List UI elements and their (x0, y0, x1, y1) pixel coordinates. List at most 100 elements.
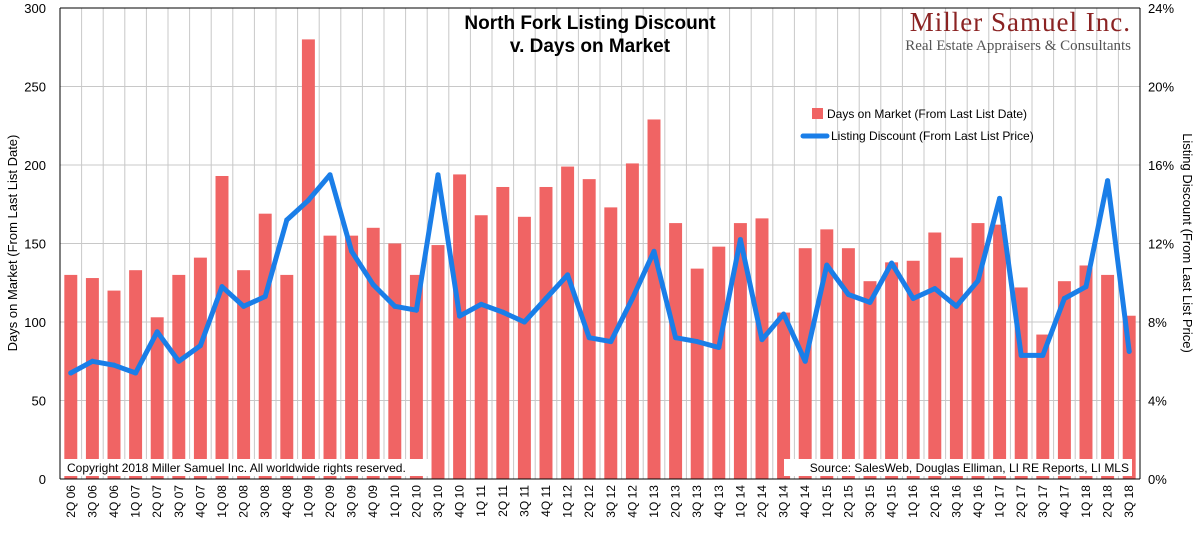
line-point (1083, 284, 1089, 290)
right-tick-label: 0% (1148, 472, 1167, 487)
line-point (392, 303, 398, 309)
line-point (284, 217, 290, 223)
x-tick-label: 2Q 06 (64, 485, 78, 518)
x-tick-label: 3Q 17 (1036, 485, 1050, 518)
right-tick-label: 4% (1148, 394, 1167, 409)
x-tick-label: 1Q 17 (993, 485, 1007, 518)
x-tick-label: 1Q 10 (388, 485, 402, 518)
line-point (197, 343, 203, 349)
bar (345, 235, 359, 479)
x-tick-label: 2Q 09 (323, 485, 337, 518)
line-point (759, 337, 765, 343)
line-point (500, 309, 506, 315)
line-point (586, 335, 592, 341)
x-tick-label: 4Q 17 (1057, 485, 1071, 518)
bar (323, 235, 337, 479)
line-point (111, 362, 117, 368)
line-point (521, 319, 527, 325)
legend-label-listing-discount: Listing Discount (From Last List Price) (831, 129, 1034, 143)
x-tick-label: 3Q 16 (949, 485, 963, 518)
bar (1057, 281, 1071, 479)
line-point (802, 358, 808, 364)
bar (863, 281, 877, 479)
line-point (1105, 178, 1111, 184)
x-tick-label: 1Q 08 (215, 485, 229, 518)
x-tick-label: 1Q 18 (1079, 485, 1093, 518)
bar (1122, 315, 1136, 479)
logo-name: Miller Samuel Inc. (910, 7, 1131, 37)
x-tick-label: 4Q 13 (712, 485, 726, 518)
right-axis-ticks: 0% 4% 8% 12% 16% 20% 24% (1148, 1, 1174, 487)
bar (561, 166, 575, 479)
bar (64, 274, 78, 479)
logo: Miller Samuel Inc. Real Estate Appraiser… (905, 7, 1131, 54)
bar (496, 186, 510, 480)
line-point (262, 293, 268, 299)
bar (107, 290, 121, 479)
copyright-note: Copyright 2018 Miller Samuel Inc. All wo… (64, 459, 431, 476)
x-tick-label: 3Q 08 (258, 485, 272, 518)
x-tick-label: 3Q 13 (690, 485, 704, 518)
line-point (997, 195, 1003, 201)
line-point (349, 248, 355, 254)
x-tick-label: 1Q 11 (474, 485, 488, 517)
line-point (953, 303, 959, 309)
x-tick-label: 1Q 12 (561, 485, 575, 518)
line-point (1126, 348, 1132, 354)
line-point (975, 278, 981, 284)
x-axis-ticks: 2Q 06 3Q 06 4Q 06 1Q 07 2Q 07 3Q 07 4Q 07 1Q 08… (64, 485, 1136, 518)
logo-tagline: Real Estate Appraisers & Consultants (905, 38, 1131, 54)
bar (755, 218, 769, 479)
bar (885, 262, 899, 479)
left-tick-label: 100 (24, 315, 46, 330)
x-tick-label: 3Q 18 (1122, 485, 1136, 518)
bar (150, 317, 164, 479)
line-point (1040, 352, 1046, 358)
x-tick-label: 1Q 13 (647, 485, 661, 518)
source-note-text: Source: SalesWeb, Douglas Elliman, LI RE… (810, 461, 1129, 475)
line-point (68, 370, 74, 376)
bar (301, 39, 315, 480)
x-tick-label: 2Q 07 (150, 485, 164, 518)
line-point (1018, 352, 1024, 358)
x-tick-label: 2Q 15 (841, 485, 855, 518)
x-tick-label: 3Q 06 (85, 485, 99, 518)
x-tick-label: 1Q 07 (129, 485, 143, 518)
x-tick-label: 1Q 16 (906, 485, 920, 518)
bar (237, 270, 251, 479)
line-point (608, 339, 614, 345)
bar (474, 215, 488, 480)
bar (1079, 265, 1093, 479)
source-note-background (784, 459, 1132, 476)
legend-label-days-on-market: Days on Market (From Last List Date) (827, 107, 1027, 121)
x-tick-label: 2Q 12 (582, 485, 596, 518)
x-tick-label: 2Q 17 (1014, 485, 1028, 518)
line-point (1061, 295, 1067, 301)
bar (1036, 334, 1050, 479)
left-tick-label: 150 (24, 237, 46, 252)
left-tick-label: 0 (39, 472, 46, 487)
left-tick-label: 250 (24, 80, 46, 95)
line-point (241, 303, 247, 309)
bar (647, 119, 661, 479)
left-tick-label: 50 (32, 394, 46, 409)
copyright-note-text: Copyright 2018 Miller Samuel Inc. All wo… (67, 461, 406, 475)
left-axis-ticks: 0 50 100 150 200 250 300 (24, 1, 46, 487)
left-tick-label: 300 (24, 1, 46, 16)
line-point (824, 262, 830, 268)
bar (669, 223, 683, 479)
x-tick-label: 4Q 16 (971, 485, 985, 518)
legend: Days on Market (From Last List Date) Lis… (800, 107, 1034, 143)
right-tick-label: 20% (1148, 80, 1174, 95)
x-tick-label: 3Q 14 (777, 485, 791, 518)
left-axis-label: Days on Market (From Last List Date) (5, 135, 20, 352)
line-point (327, 172, 333, 178)
line-point (176, 358, 182, 364)
bar (172, 274, 186, 479)
x-tick-label: 2Q 08 (237, 485, 251, 518)
bar (85, 278, 99, 479)
bar (906, 260, 920, 479)
line-point (694, 339, 700, 345)
bar (582, 179, 596, 479)
